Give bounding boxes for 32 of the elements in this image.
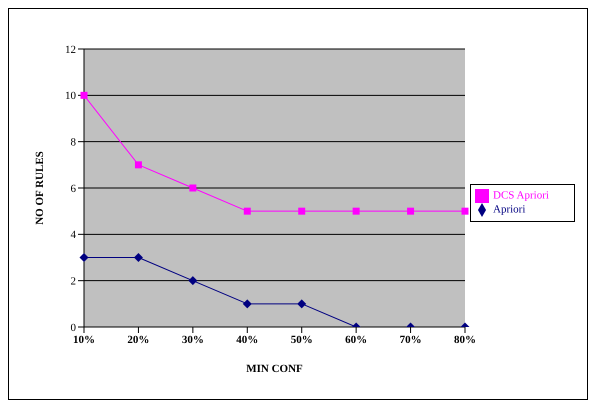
- y-tick-label: 0: [70, 322, 76, 334]
- y-tick-label: 12: [65, 44, 76, 56]
- x-tick-label: 50%: [290, 334, 313, 346]
- point: [244, 208, 251, 215]
- point: [298, 208, 306, 215]
- x-tick-label: 60%: [345, 334, 368, 346]
- point: [189, 184, 196, 192]
- point: [407, 208, 414, 215]
- point: [134, 161, 142, 168]
- point: [188, 276, 198, 286]
- point: [242, 299, 252, 308]
- y-tick-label: 2: [70, 276, 76, 288]
- y-tick-label: 4: [70, 229, 76, 242]
- x-axis-title: MIN CONF: [246, 363, 304, 375]
- x-tick-label: 30%: [182, 334, 204, 346]
- x-tick-label: 10%: [73, 334, 95, 346]
- point: [352, 208, 360, 215]
- x-tick-label: 70%: [400, 334, 422, 346]
- legend-label: Apriori: [493, 204, 526, 216]
- x-tick-label: 20%: [127, 334, 150, 346]
- y-tick-label: 6: [70, 182, 76, 195]
- x-tick-label: 80%: [454, 334, 476, 346]
- y-tick-label: 10: [65, 90, 76, 102]
- point: [80, 92, 88, 99]
- x-tick-label: 40%: [236, 334, 258, 346]
- point: [462, 208, 468, 215]
- y-tick-label: 8: [70, 136, 76, 149]
- point: [80, 253, 88, 262]
- point: [297, 299, 306, 308]
- legend-label: DCS Apriori: [493, 190, 549, 202]
- y-axis-title: NO OF RULES: [34, 151, 46, 225]
- point: [134, 253, 143, 262]
